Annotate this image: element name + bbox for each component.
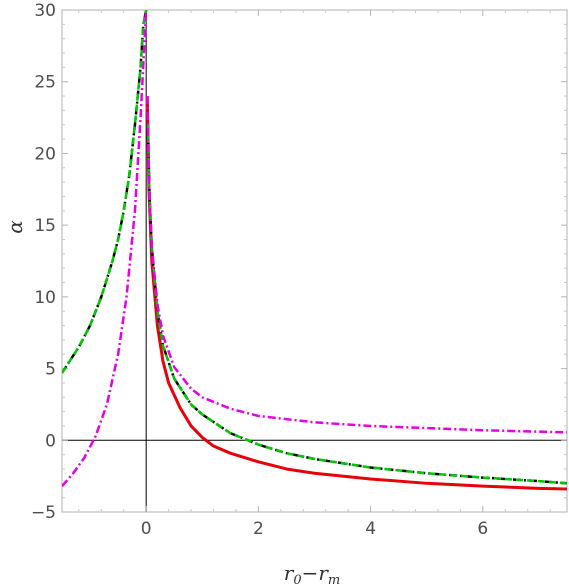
y-tick-label: 10	[34, 288, 56, 308]
y-tick-label: 30	[34, 1, 56, 21]
x-tick-label: 2	[253, 519, 264, 539]
ticks: 0 2 4 6 −5 0 5 10 15 20 25 30	[31, 1, 567, 539]
plot-frame	[61, 9, 568, 513]
x-axis-title-sub0: 0	[293, 573, 301, 585]
y-tick-label: 0	[45, 431, 56, 451]
x-axis-title-minus: −	[302, 561, 319, 585]
y-tick-label: 5	[45, 360, 56, 380]
x-tick-label: 4	[365, 519, 376, 539]
series-layer	[62, 10, 567, 491]
series-magenta-dashdot-branch-1	[146, 96, 567, 434]
y-tick-label: 15	[34, 216, 56, 236]
x-axis-title-r0: r	[284, 561, 295, 585]
y-tick-label: −5	[31, 503, 56, 523]
y-axis-title: α	[3, 220, 27, 234]
axis-titles: α r0−rm	[3, 220, 340, 585]
x-axis-title-r: r	[318, 561, 329, 585]
x-tick-label: 6	[477, 519, 488, 539]
x-axis-title: r0−rm	[284, 561, 341, 585]
series-black-dashdot-branch-1	[146, 124, 567, 485]
series-red-solid-branch-1	[145, 96, 567, 491]
series-green-dashed	[62, 10, 148, 374]
series-green-dashed-branch-1	[146, 124, 567, 485]
y-tick-label: 20	[34, 144, 56, 164]
series-magenta-dashdot	[62, 10, 148, 487]
series-black-dashdot	[62, 10, 148, 374]
zero-axes	[62, 10, 567, 512]
x-tick-label: 0	[141, 519, 152, 539]
x-axis-title-subm: m	[328, 573, 340, 585]
y-tick-label: 25	[34, 73, 56, 93]
